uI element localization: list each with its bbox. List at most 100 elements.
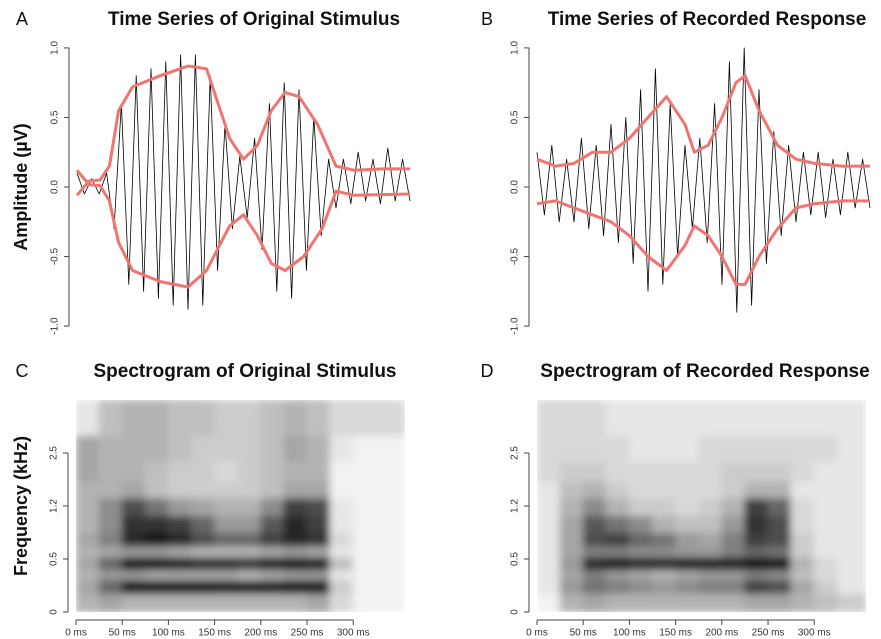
heatmap-cell — [237, 481, 262, 499]
heatmap-cell — [260, 497, 285, 516]
heatmap-cell — [537, 434, 561, 462]
heatmap-cell — [790, 579, 815, 594]
heatmap-cell — [237, 579, 262, 594]
heatmap-cell — [214, 579, 239, 594]
heatmap-cell — [144, 592, 169, 612]
heatmap-cell — [767, 532, 792, 547]
heatmap-cell — [329, 434, 354, 462]
y-tick-label: -1.0 — [50, 317, 61, 335]
heatmap-cell — [121, 434, 146, 462]
heatmap-cell — [260, 569, 285, 581]
heatmap-cell — [628, 532, 654, 547]
heatmap-cell — [605, 434, 630, 462]
heatmap-cell — [283, 481, 308, 499]
heatmap-cell — [537, 592, 561, 612]
envelope-line — [536, 199, 870, 286]
heatmap-cell — [537, 556, 561, 571]
heatmap-cell — [76, 545, 100, 558]
y-tick-label: 1.2 — [510, 499, 521, 513]
heatmap-cell — [582, 556, 607, 571]
heatmap-cell — [352, 514, 377, 533]
heatmap-cell — [375, 497, 405, 516]
heatmap-cell — [628, 514, 654, 533]
heatmap-cell — [375, 400, 405, 436]
heatmap-cell — [537, 569, 561, 581]
heatmap-cell — [559, 497, 584, 516]
heatmap-cell — [167, 460, 193, 483]
heatmap-cell — [836, 556, 866, 571]
heatmap-cell — [352, 434, 377, 462]
heatmap-cell — [306, 556, 331, 571]
heatmap-cell — [98, 497, 123, 516]
heatmap-cell — [721, 569, 746, 581]
heatmap-cell — [306, 592, 331, 612]
heatmap-cell — [237, 460, 262, 483]
heatmap-cell — [790, 434, 815, 462]
heatmap-cell — [559, 532, 584, 547]
heatmap-cell — [306, 497, 331, 516]
heatmap-cell — [721, 481, 746, 499]
heatmap-cell — [214, 400, 239, 436]
y-tick-label: 0 — [49, 609, 60, 615]
heatmap-cell — [76, 592, 100, 612]
heatmap-cell — [329, 592, 354, 612]
heatmap-cell — [375, 532, 405, 547]
heatmap-cell — [329, 481, 354, 499]
heatmap-cell — [352, 569, 377, 581]
heatmap-cell — [537, 545, 561, 558]
heatmap-cell — [329, 497, 354, 516]
chart-title: Time Series of Recorded Response — [548, 9, 867, 30]
heatmap-cell — [98, 556, 123, 571]
heatmap-cell — [537, 514, 561, 533]
heatmap-cell — [260, 556, 285, 571]
waveform-line — [76, 54, 411, 310]
y-tick-label: 2.5 — [510, 446, 521, 460]
heatmap-cell — [352, 497, 377, 516]
heatmap-cell — [144, 481, 169, 499]
heatmap-cell — [582, 481, 607, 499]
heatmap-cell — [191, 569, 216, 581]
x-tick-label: 50 ms — [109, 628, 136, 639]
heatmap-cell — [559, 545, 584, 558]
heatmap-cell — [76, 514, 100, 533]
heatmap-cell — [191, 434, 216, 462]
panel-letter: B — [481, 9, 493, 29]
heatmap-cell — [744, 497, 769, 516]
heatmap-cell — [721, 579, 746, 594]
heatmap-cell — [628, 460, 654, 483]
heatmap-cell — [605, 481, 630, 499]
panel: A Time Series of Original Stimulus Amplitu… — [11, 9, 411, 335]
heatmap-cell — [375, 481, 405, 499]
heatmap-cell — [559, 514, 584, 533]
panel: D Spectrogram of Recorded Response 0 0.5 1.2… — [481, 361, 870, 639]
heatmap-cell — [191, 556, 216, 571]
heatmap-cell — [605, 532, 630, 547]
y-tick-label: 0.5 — [49, 552, 60, 566]
heatmap-cell — [675, 569, 700, 581]
heatmap-cell — [76, 579, 100, 594]
panel-letter: C — [16, 361, 29, 381]
heatmap-cell — [167, 556, 193, 571]
heatmap-cell — [76, 497, 100, 516]
heatmap-cell — [813, 532, 838, 547]
heatmap-cell — [836, 569, 866, 581]
x-tick-label: 250 ms — [291, 628, 324, 639]
heatmap-cell — [191, 532, 216, 547]
panel-letter: A — [16, 9, 28, 29]
heatmap-cell — [675, 514, 700, 533]
heatmap-cell — [98, 514, 123, 533]
heatmap-cell — [767, 545, 792, 558]
heatmap-cell — [214, 497, 239, 516]
heatmap-cell — [559, 434, 584, 462]
heatmap-cell — [76, 460, 100, 483]
heatmap-cell — [121, 514, 146, 533]
heatmap-cell — [698, 592, 723, 612]
heatmap-cell — [260, 579, 285, 594]
heatmap-cell — [744, 460, 769, 483]
heatmap-cell — [582, 592, 607, 612]
y-tick-label: 0 — [510, 609, 521, 615]
heatmap-cell — [582, 460, 607, 483]
heatmap-cell — [836, 532, 866, 547]
heatmap-cell — [559, 556, 584, 571]
heatmap-cell — [721, 532, 746, 547]
